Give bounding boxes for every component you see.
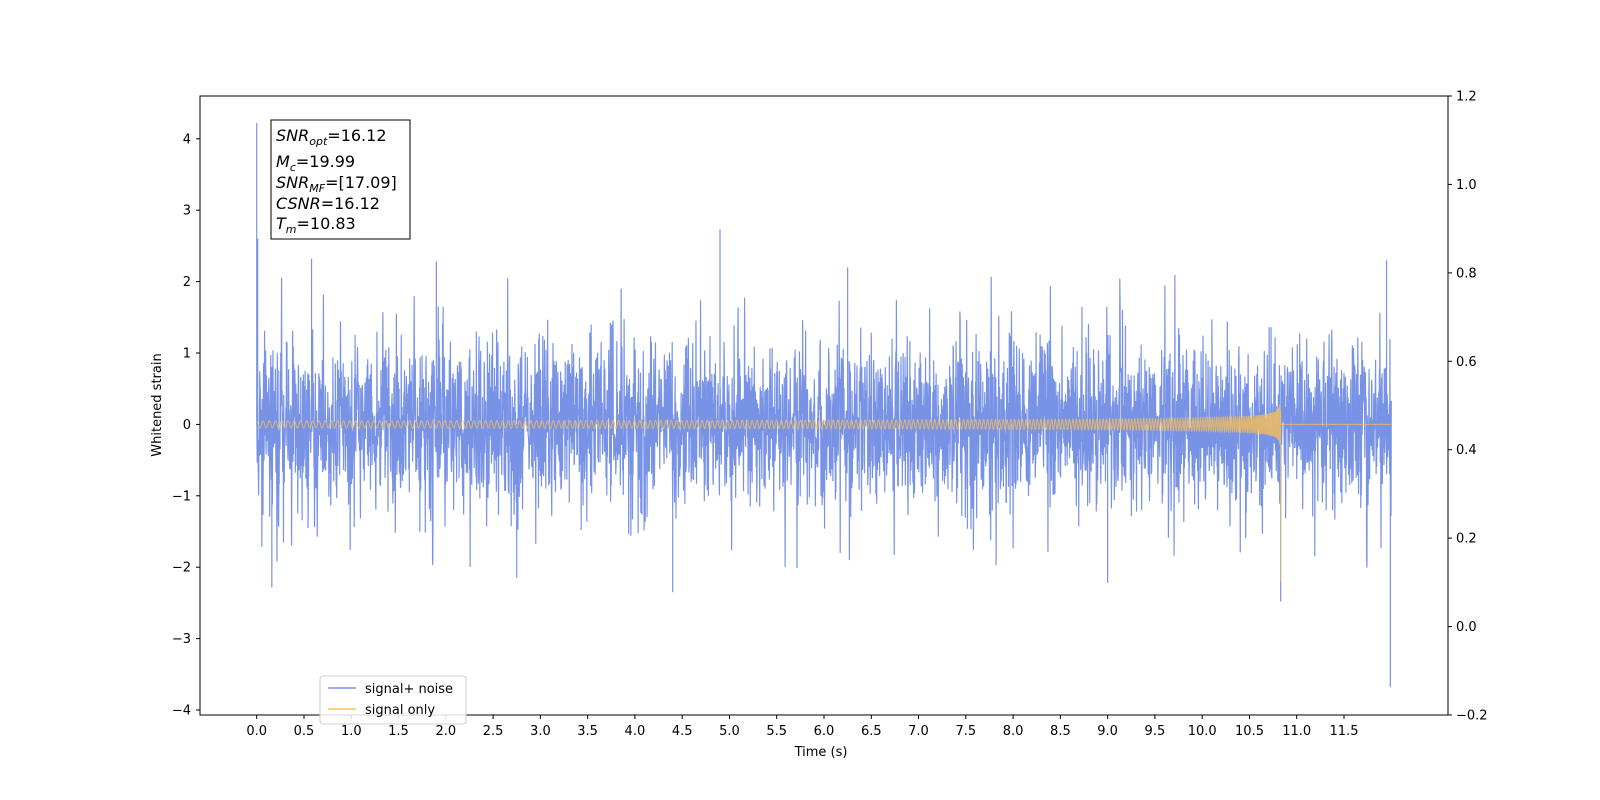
series-signal-only-line — [256, 404, 1392, 582]
x-tick-label: 0.5 — [294, 724, 315, 739]
x-tick-label: 2.5 — [483, 724, 504, 739]
x-tick-label: 5.0 — [719, 724, 740, 739]
csnr-annotation: CSNR=16.12 — [276, 194, 380, 213]
x-tick-label: 7.5 — [955, 724, 976, 739]
series-signal-noise-line — [256, 123, 1392, 688]
x-tick-label: 9.5 — [1145, 724, 1166, 739]
x-tick-label: 2.0 — [435, 724, 456, 739]
x-tick-label: 6.5 — [861, 724, 882, 739]
x-tick-label: 7.0 — [908, 724, 929, 739]
y-tick-label: 0 — [183, 418, 191, 433]
y-tick-label: 2 — [183, 275, 191, 290]
y-tick-label: −4 — [172, 704, 191, 719]
x-axis-label: Time (s) — [794, 745, 848, 760]
x-tick-label: 5.5 — [766, 724, 787, 739]
y-axis-label: Whitened strain — [150, 353, 165, 456]
y-tick-label: −3 — [172, 632, 191, 647]
x-tick-label: 3.0 — [530, 724, 551, 739]
x-tick-label: 11.0 — [1282, 724, 1311, 739]
x-tick-label: 3.5 — [577, 724, 598, 739]
y-axis-left: 4 3 2 1 0 −1 −2 −3 −4 — [172, 132, 200, 719]
y-tick-label: 3 — [183, 204, 191, 219]
x-tick-label: 4.0 — [625, 724, 646, 739]
x-tick-label: 6.0 — [814, 724, 835, 739]
x-tick-label: 11.5 — [1330, 724, 1359, 739]
mc-annotation: Mc=19.99 — [276, 152, 355, 174]
legend-label-signal-only: signal only — [365, 703, 435, 718]
y2-tick-label: 0.8 — [1456, 266, 1477, 281]
x-tick-label: 9.0 — [1097, 724, 1118, 739]
y2-tick-label: 0.6 — [1456, 355, 1477, 370]
y2-tick-label: 0.2 — [1456, 532, 1477, 547]
legend-label-signal-noise: signal+ noise — [365, 682, 453, 697]
x-tick-label: 0.0 — [246, 724, 267, 739]
y-tick-label: −1 — [172, 489, 191, 504]
y2-tick-label: 0.4 — [1456, 443, 1477, 458]
y2-tick-label: 1.2 — [1456, 90, 1477, 105]
snr-opt-annotation: SNRopt=16.12 — [276, 126, 387, 148]
y2-tick-label: 1.0 — [1456, 178, 1477, 193]
x-axis: 0.0 0.5 1.0 1.5 2.0 2.5 3.0 3.5 4.0 4.5 5.0 5.5 6.0 6… — [246, 715, 1358, 739]
y2-tick-label: −0.2 — [1456, 709, 1488, 724]
info-box-frame — [270, 119, 411, 240]
y-axis-right: 1.2 1.0 0.8 0.6 0.4 0.2 0.0 −0.2 — [1448, 90, 1488, 724]
x-tick-label: 1.5 — [388, 724, 409, 739]
x-tick-label: 10.5 — [1235, 724, 1264, 739]
x-tick-label: 10.0 — [1188, 724, 1217, 739]
legend: signal+ noise signal only — [319, 675, 467, 725]
legend-frame — [319, 675, 467, 725]
plot-area — [256, 123, 1392, 688]
x-tick-label: 8.5 — [1050, 724, 1071, 739]
x-tick-label: 8.0 — [1003, 724, 1024, 739]
snr-mf-annotation: SNRMF=[17.09] — [276, 173, 397, 195]
x-tick-label: 4.5 — [672, 724, 693, 739]
y-tick-label: −2 — [172, 561, 191, 576]
x-tick-label: 1.0 — [341, 724, 362, 739]
y-tick-label: 4 — [183, 132, 191, 147]
tm-annotation: Tm=10.83 — [276, 214, 356, 236]
info-box: SNRopt=16.12 Mc=19.99 SNRMF=[17.09] CSNR… — [270, 119, 411, 240]
y-tick-label: 1 — [183, 347, 191, 362]
y2-tick-label: 0.0 — [1456, 620, 1477, 635]
